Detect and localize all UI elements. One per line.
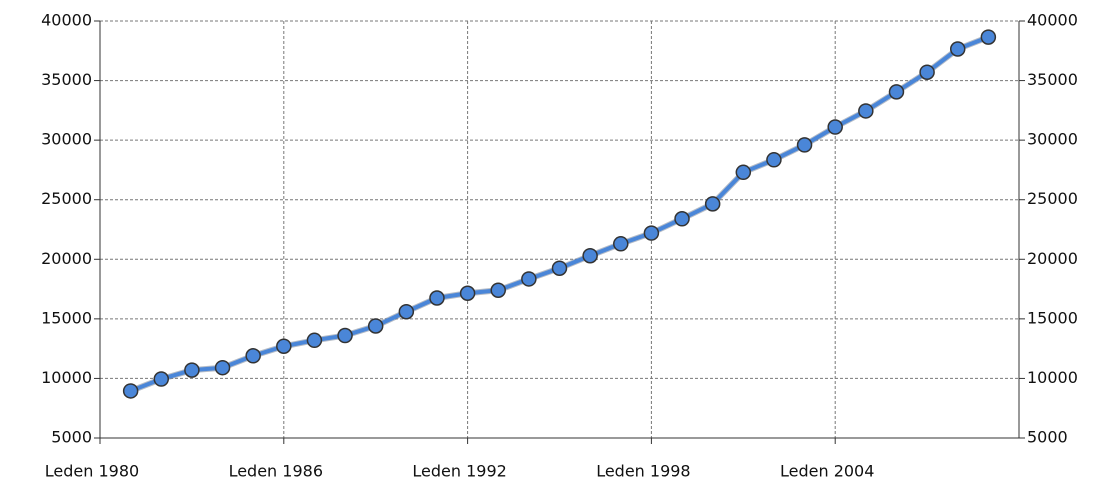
point [888,84,905,100]
y-tick-label: 40000 [41,11,92,30]
y2-tick-label: 15000 [1027,308,1078,327]
point [337,327,353,344]
point [827,119,843,135]
point [766,152,782,168]
y-tick-label: 10000 [41,368,92,387]
point [949,41,966,57]
y2-tick-label: 40000 [1027,11,1078,30]
y-tick-label: 25000 [41,189,92,208]
y-tick-label: 20000 [41,249,92,268]
point [643,225,660,241]
x-tick-label: Leden 2004 [780,462,874,481]
line-shadow [129,34,990,394]
point [306,332,323,349]
x-tick-label: Leden 1980 [45,462,139,481]
point [122,383,139,399]
point [459,285,476,301]
y-tick-label: 15000 [41,308,92,327]
y2-tick-label: 30000 [1027,130,1078,149]
point [184,362,200,378]
point [551,260,568,276]
point [674,211,690,227]
x-tick-label: Leden 1998 [596,462,690,481]
y2-tick-label: 25000 [1027,189,1078,208]
point [521,271,537,287]
point [490,282,506,299]
point [858,103,874,119]
point [153,371,170,387]
point [245,348,261,364]
point [429,290,445,306]
y2-tick-label: 20000 [1027,249,1078,268]
point [276,338,292,355]
point [735,164,752,181]
x-tick-label: Leden 1986 [229,462,323,481]
y2-tick-label: 35000 [1027,70,1078,89]
x-tick-label: Leden 1992 [412,462,506,481]
y2-tick-label: 5000 [1027,428,1068,447]
point [214,359,231,376]
y-tick-label: 5000 [51,428,92,447]
point [398,303,415,320]
y2-tick-label: 10000 [1027,368,1078,387]
point [919,64,935,80]
point [980,29,997,45]
point [582,247,598,264]
y-tick-label: 35000 [41,70,92,89]
point [367,318,384,334]
line [129,35,990,393]
point [704,196,721,212]
point [613,236,629,252]
y-tick-label: 30000 [41,130,92,149]
point [796,137,813,153]
